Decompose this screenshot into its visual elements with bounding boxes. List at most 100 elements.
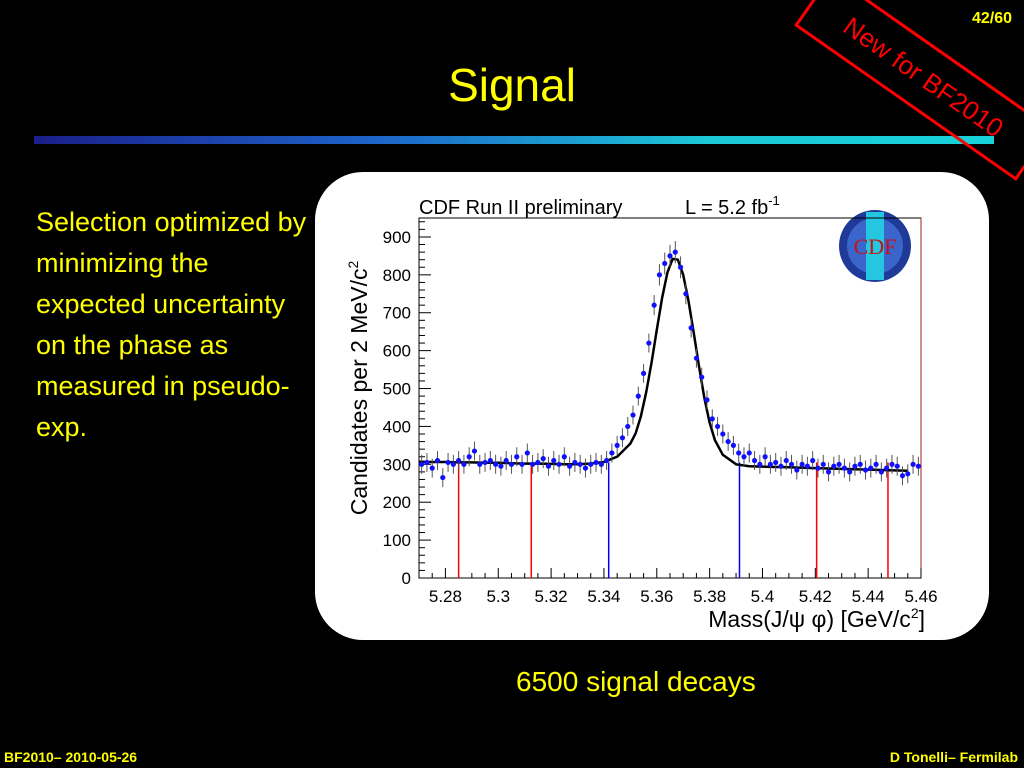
data-point [873,461,879,467]
data-point [672,249,678,255]
data-point [640,370,647,376]
data-point [667,253,673,259]
data-point [429,465,435,471]
x-tick-label: 5.38 [693,587,726,606]
data-point [905,471,911,477]
data-point [693,355,700,361]
data-point [524,450,530,456]
data-point [894,463,900,469]
data-point [567,463,573,469]
data-point [503,457,509,464]
data-point [910,461,916,467]
data-point [572,459,578,466]
data-point [773,459,779,466]
data-point [862,467,869,473]
y-tick-label: 700 [383,304,411,323]
data-point [625,423,631,430]
x-tick-label: 5.3 [486,587,510,606]
x-axis-label-exponent: 2 [911,605,919,621]
data-point [799,461,805,467]
data-point [757,461,763,467]
title-rule [34,136,994,144]
data-point [593,459,599,466]
data-point [899,473,906,479]
data-point [461,461,467,467]
data-point [836,461,842,467]
data-point [540,456,546,462]
data-point [699,374,705,380]
data-point [514,454,520,460]
plot-frame [418,217,922,579]
data-point [762,454,768,460]
data-point [662,260,668,267]
data-point [477,461,483,467]
x-tick-label: 5.32 [535,587,568,606]
x-tick-label: 5.42 [799,587,832,606]
data-point [482,459,488,466]
footer-left: BF2010– 2010-05-26 [4,749,138,765]
x-axis-label-text: Mass(J/ψ φ) [GeV/c [708,606,911,632]
data-point [598,461,604,467]
chart-title: CDF Run II preliminary [419,197,622,219]
data-point [857,461,863,467]
data-point [683,291,689,297]
data-point [841,465,847,471]
data-point [588,461,594,467]
mass-plot: CDF Run II preliminary L = 5.2 fb-1 CDF … [345,193,938,632]
data-point [884,465,890,471]
x-axis-label: Mass(J/ψ φ) [GeV/c2] [708,605,925,632]
data-point [635,393,641,399]
data-point [677,264,684,270]
data-point [788,461,795,467]
luminosity-label: L = 5.2 fb-1 [685,193,780,219]
data-point [535,459,541,466]
footer-right: D Tonelli– Fermilab [889,749,1018,765]
slide-number: 42/60 [971,10,1012,27]
data-point [630,412,636,418]
y-tick-label: 800 [383,266,411,285]
data-point [868,465,874,471]
x-tick-label: 5.36 [640,587,673,606]
data-point [434,457,441,464]
data-point [810,457,816,464]
data-point [603,457,610,464]
data-point [440,474,446,481]
data-point [767,461,773,467]
y-axis-label: Candidates per 2 MeV/c2 [345,261,372,516]
caption: 6500 signal decays [516,666,756,697]
data-point [852,463,858,469]
data-point [915,463,921,469]
data-point [704,397,710,403]
data-point [741,454,747,460]
data-point [889,461,895,467]
y-tick-label: 100 [383,531,411,550]
y-tick-label: 500 [383,380,411,399]
data-point [551,457,557,464]
data-point [419,461,425,467]
data-point [651,302,657,308]
y-tick-label: 600 [383,342,411,361]
bullet-text: Selection optimized by minimizing the ex… [36,207,307,442]
data-point [878,469,884,475]
data-point [820,461,826,467]
data-point [577,461,583,467]
data-point [614,442,620,448]
plot-area: 5.28 5.3 5.32 5.34 5.36 5.38 5.4 5.42 5.44 5.46 0 1… [383,217,938,606]
luminosity-exponent: -1 [768,193,780,208]
data-point [609,450,615,456]
cdf-logo-bar [866,212,884,280]
x-tick-label: 5.34 [587,587,620,606]
y-tick-label: 300 [383,455,411,474]
data-point [825,469,832,475]
data-point [619,435,626,441]
data-point [815,465,821,471]
data-point [778,463,784,469]
data-point [493,461,499,467]
y-tick-label: 400 [383,417,411,436]
data-point [714,423,721,430]
y-tick-label: 200 [383,493,411,512]
data-point [530,461,536,467]
data-point [804,463,810,469]
data-point [471,448,478,454]
data-point [847,469,853,475]
